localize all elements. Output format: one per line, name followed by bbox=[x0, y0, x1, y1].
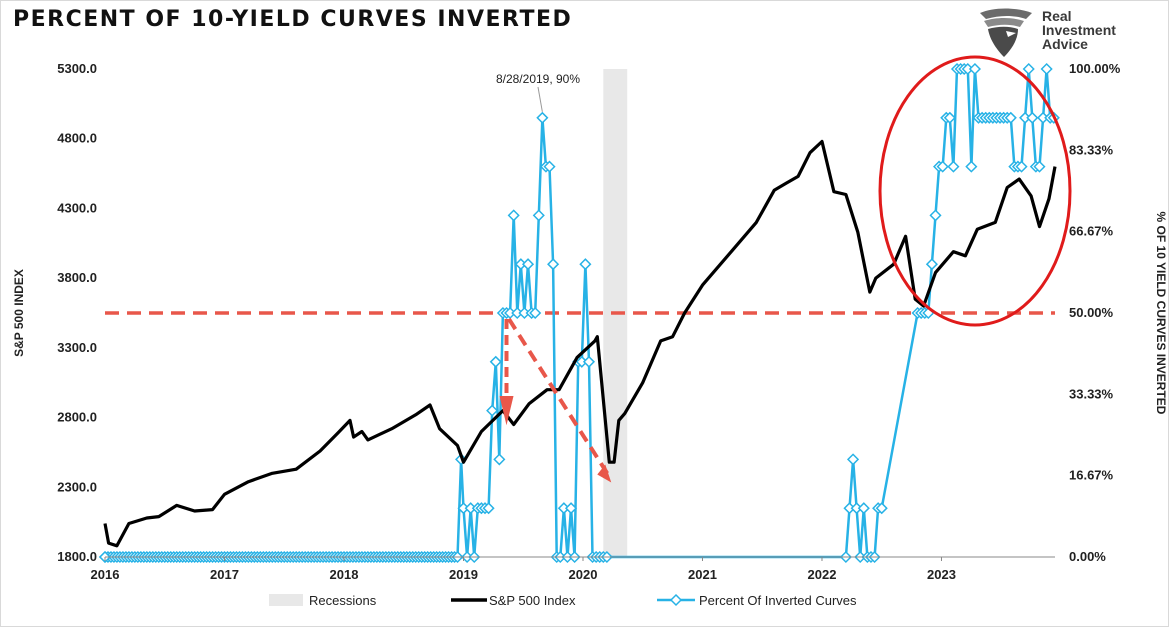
y-tick-label-right: 0.00% bbox=[1069, 549, 1106, 564]
marker-inverted-point bbox=[493, 453, 506, 466]
x-tick-label: 2016 bbox=[91, 567, 120, 582]
overlay-layer bbox=[499, 55, 1072, 483]
marker-inverted-point bbox=[857, 502, 870, 515]
marker-inverted-point bbox=[489, 355, 502, 368]
y-tick-label-left: 3300.0 bbox=[57, 340, 97, 355]
highlight-circle bbox=[878, 55, 1072, 327]
marker-inverted-point bbox=[943, 111, 956, 124]
marker-inverted-point bbox=[1040, 62, 1053, 76]
x-tick-label: 2022 bbox=[808, 567, 837, 582]
marker-inverted-point bbox=[582, 355, 596, 368]
chart-title: PERCENT OF 10-YIELD CURVES INVERTED bbox=[13, 7, 573, 32]
marker-inverted-point bbox=[875, 502, 888, 515]
marker-inverted-point bbox=[564, 502, 578, 515]
y-tick-label-right: 16.67% bbox=[1069, 468, 1114, 483]
marker-inverted-point bbox=[547, 258, 560, 271]
marker-inverted-point bbox=[947, 160, 960, 173]
y-tick-label-left: 5300.0 bbox=[57, 61, 97, 76]
marker-inverted-point bbox=[529, 306, 542, 320]
y-tick-label-left: 4800.0 bbox=[57, 131, 97, 146]
real-investment-advice-logo: Real Investment Advice bbox=[976, 7, 1146, 59]
y-tick-label-right: 100.00% bbox=[1069, 61, 1121, 76]
marker-inverted-point bbox=[1022, 62, 1035, 76]
series-layer bbox=[98, 62, 1060, 564]
legend: Recessions S&P 500 Index Percent Of Invert… bbox=[269, 593, 857, 608]
series-markers-inverted-curves bbox=[98, 62, 1060, 564]
drop-arrow-diagonal bbox=[507, 317, 611, 478]
y-tick-label-right: 83.33% bbox=[1069, 142, 1114, 157]
logo-line-3: Advice bbox=[1042, 36, 1088, 52]
marker-inverted-point bbox=[846, 453, 860, 466]
series-line-sp500 bbox=[103, 139, 1057, 548]
marker-inverted-point bbox=[532, 209, 545, 222]
marker-inverted-point bbox=[521, 258, 535, 271]
marker-inverted-point bbox=[1015, 160, 1028, 173]
marker-inverted-point bbox=[1033, 160, 1046, 173]
legend-marker-inverted bbox=[669, 593, 683, 607]
arrow-head-diagonal bbox=[597, 464, 612, 483]
x-tick-label: 2019 bbox=[449, 567, 478, 582]
marker-inverted-point bbox=[1026, 111, 1039, 124]
x-tick-label: 2020 bbox=[569, 567, 598, 582]
logo-line-1: Real bbox=[1042, 8, 1072, 24]
marker-inverted-point bbox=[925, 258, 938, 271]
x-tick-label: 2021 bbox=[688, 567, 717, 582]
legend-label-inverted: Percent Of Inverted Curves bbox=[699, 593, 857, 608]
y-tick-label-left: 2800.0 bbox=[57, 410, 97, 425]
marker-inverted-point bbox=[579, 258, 592, 271]
axis-layer: 1800.0 2300.0 2800.0 3300.0 3800.0 4300.0 4800… bbox=[57, 61, 1121, 582]
x-tick-label: 2017 bbox=[210, 567, 239, 582]
eagle-logo-icon bbox=[980, 8, 1032, 57]
x-tick-label: 2018 bbox=[330, 567, 359, 582]
annotation-leader-line bbox=[537, 86, 543, 112]
y-axis-title-right: % OF 10 YIELD CURVES INVERTED bbox=[1154, 212, 1168, 415]
y-tick-label-right: 66.67% bbox=[1069, 224, 1114, 239]
marker-inverted-point bbox=[543, 160, 556, 173]
x-tick-label: 2023 bbox=[927, 567, 956, 582]
y-axis-title-left: S&P 500 INDEX bbox=[12, 269, 26, 357]
marker-inverted-point bbox=[929, 209, 942, 222]
marker-inverted-point bbox=[486, 404, 499, 417]
marker-inverted-point bbox=[536, 111, 549, 124]
y-tick-label-left: 1800.0 bbox=[57, 549, 97, 564]
legend-label-sp500: S&P 500 Index bbox=[489, 593, 576, 608]
annotation-label: 8/28/2019, 90% bbox=[496, 72, 580, 86]
arrow-head-vertical bbox=[499, 395, 514, 426]
y-tick-label-left: 4300.0 bbox=[57, 200, 97, 215]
logo-line-2: Investment bbox=[1042, 22, 1116, 38]
y-tick-label-right: 50.00% bbox=[1069, 305, 1114, 320]
marker-inverted-point bbox=[936, 160, 949, 173]
marker-inverted-point bbox=[1004, 111, 1017, 124]
marker-inverted-point bbox=[507, 209, 520, 222]
legend-swatch-recessions bbox=[269, 594, 303, 606]
y-tick-label-left: 3800.0 bbox=[57, 270, 97, 285]
y-tick-label-left: 2300.0 bbox=[57, 479, 97, 494]
legend-label-recessions: Recessions bbox=[309, 593, 377, 608]
marker-inverted-point bbox=[965, 160, 978, 173]
marker-inverted-point bbox=[968, 62, 981, 76]
marker-inverted-point bbox=[482, 502, 495, 515]
y-tick-label-right: 33.33% bbox=[1069, 386, 1114, 401]
